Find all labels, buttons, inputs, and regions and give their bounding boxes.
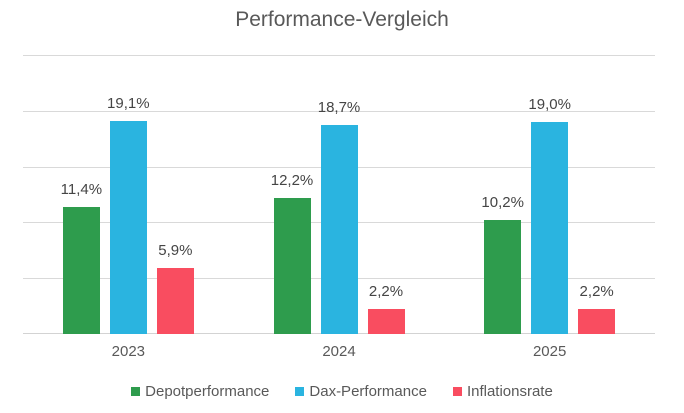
legend-label: Inflationsrate — [466, 382, 553, 400]
bar-inflationsrate-2024 — [367, 309, 405, 334]
bar-depotperformance-2025 — [484, 220, 522, 334]
legend-swatch-icon — [131, 386, 141, 396]
bar-dax-performance-2025 — [531, 121, 569, 334]
legend-item-dax-performance: Dax-Performance — [295, 383, 427, 400]
x-axis: 2023 2024 2025 — [23, 344, 655, 362]
chart-title: Performance-Vergleich — [235, 8, 449, 31]
category-label-2024: 2024 — [322, 343, 356, 360]
legend: Depotperformance Dax-Performance Inflation… — [0, 382, 684, 400]
gridline-25pct — [23, 55, 655, 56]
value-label-depotperformance-2024: 12,2% — [270, 171, 314, 189]
value-label-dax-performance-2025: 19,0% — [528, 95, 571, 113]
plot-area: 11,4% 19,1% 5,9% 12,2% 18,7% 2,2% 10,2% 19,0% 2,… — [23, 55, 655, 334]
bar-inflationsrate-2025 — [578, 309, 616, 334]
value-label-dax-performance-2023: 19,1% — [107, 94, 150, 112]
bar-depotperformance-2023 — [62, 206, 100, 334]
legend-label: Depotperformance — [145, 382, 270, 400]
value-label-inflationsrate-2025: 2,2% — [579, 283, 614, 301]
bar-inflationsrate-2023 — [156, 268, 194, 334]
value-label-depotperformance-2025: 10,2% — [481, 194, 524, 212]
value-label-inflationsrate-2023: 5,9% — [158, 242, 193, 260]
bar-depotperformance-2024 — [273, 197, 311, 334]
legend-swatch-icon — [295, 386, 305, 396]
value-label-inflationsrate-2024: 2,2% — [368, 283, 404, 301]
value-label-depotperformance-2023: 11,4% — [60, 180, 103, 198]
value-label-dax-performance-2024: 18,7% — [317, 99, 361, 117]
bar-dax-performance-2023 — [109, 120, 147, 334]
legend-label: Dax-Performance — [309, 382, 427, 400]
legend-item-depotperformance: Depotperformance — [131, 383, 269, 400]
category-label-2025: 2025 — [532, 343, 567, 360]
legend-item-inflationsrate: Inflationsrate — [452, 382, 553, 400]
category-label-2023: 2023 — [111, 343, 146, 360]
legend-swatch-icon — [452, 386, 462, 396]
gridline-20pct — [23, 110, 655, 112]
bar-dax-performance-2024 — [320, 125, 358, 334]
